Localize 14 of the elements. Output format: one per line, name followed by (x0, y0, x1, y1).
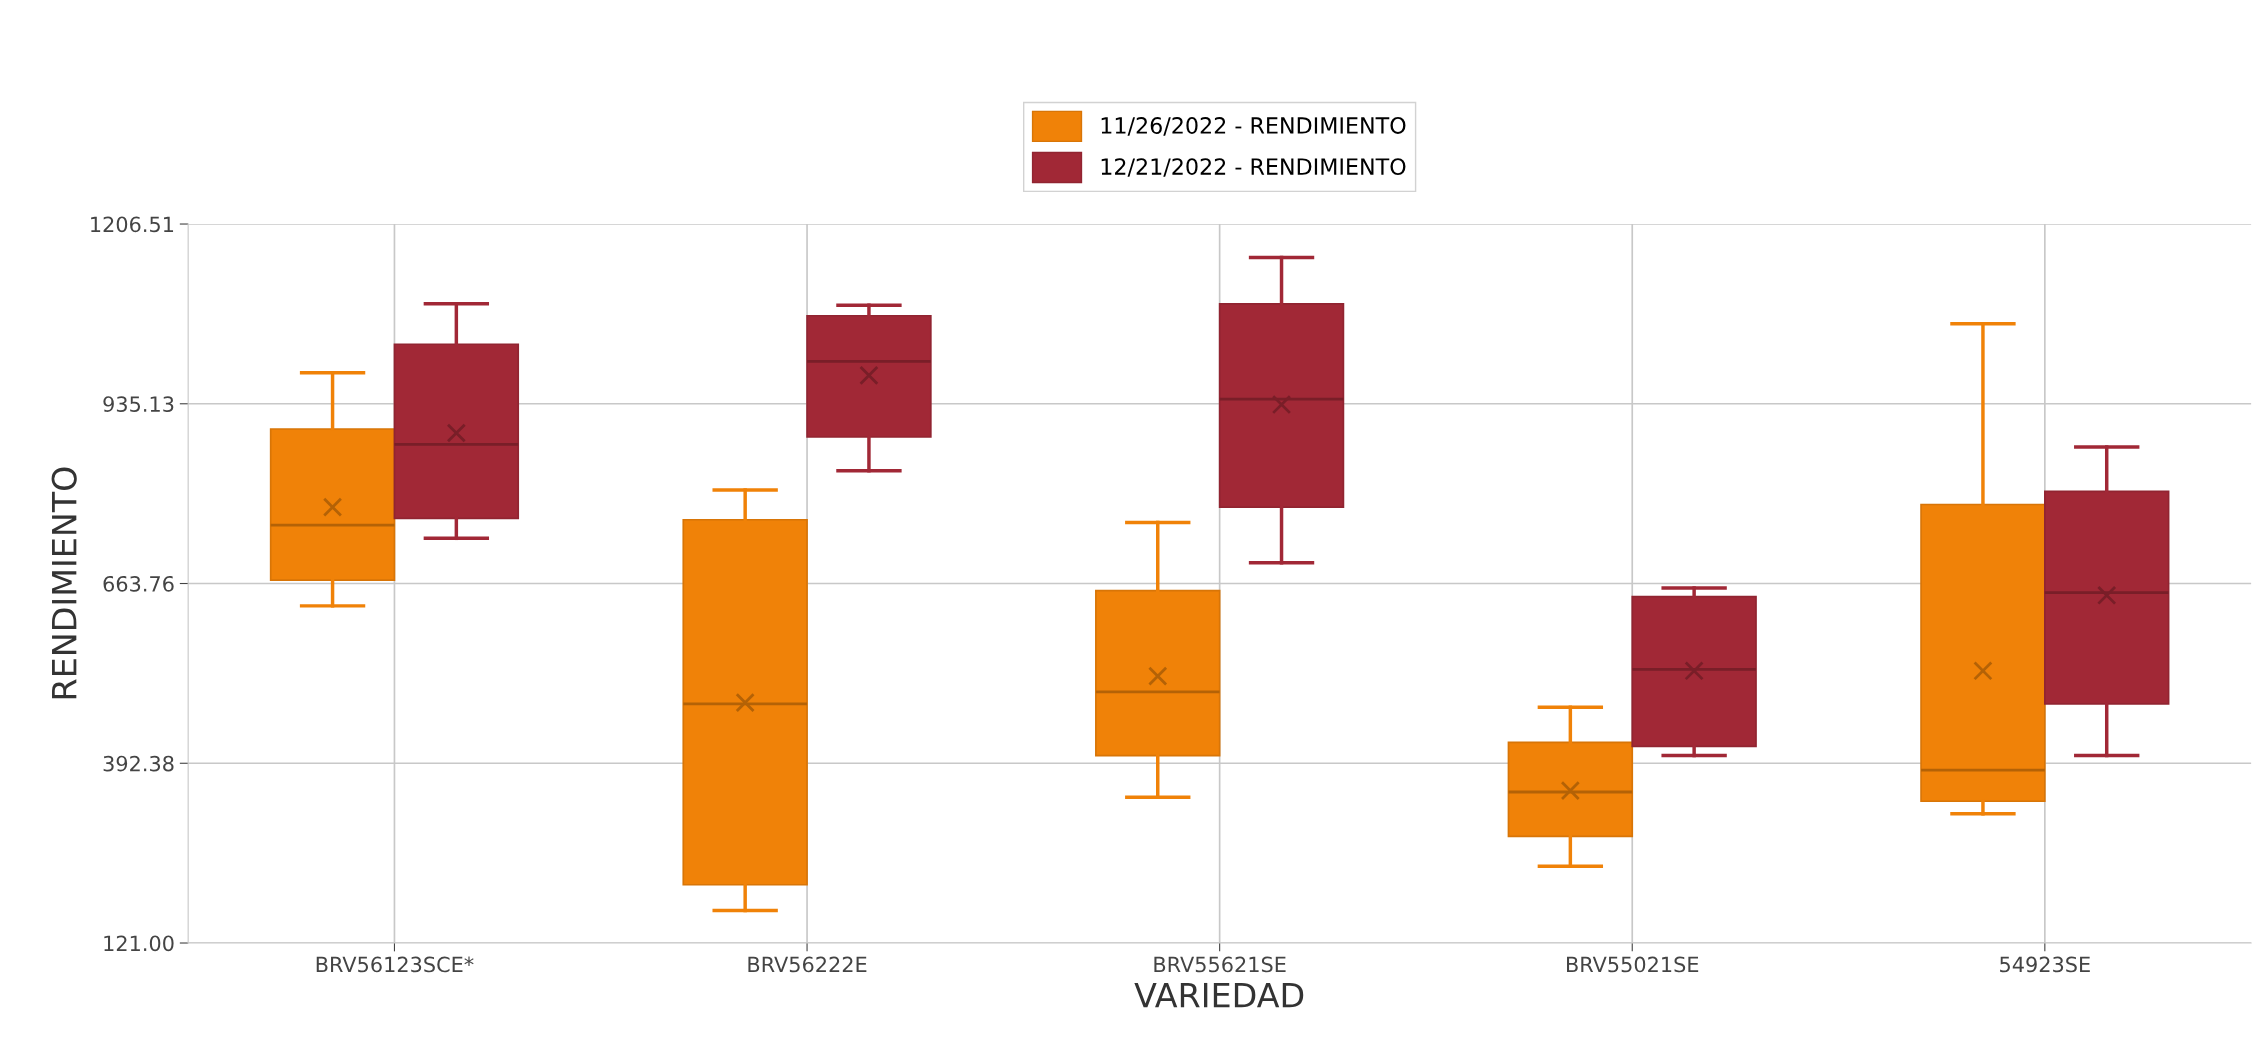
x-axis-title: VARIEDAD (1134, 982, 1304, 1008)
y-tick-label: 935.13 (103, 396, 174, 412)
x-tick-label: BRV56222E (748, 956, 867, 973)
y-tick-label: 663.76 (103, 575, 174, 592)
y-axis-title: RENDIMIENTO (51, 467, 77, 699)
x-tick-label: BRV55621SE (1154, 956, 1286, 973)
y-tick-label: 121.00 (104, 935, 174, 952)
x-tick-label: 54923SE (2000, 956, 2090, 973)
y-tick-label: 392.38 (103, 755, 174, 772)
legend-label: 11/26/2022 - RENDIMIENTO (1101, 117, 1406, 136)
x-tick-label: BRV56123SCE* (316, 956, 474, 973)
x-tick-label: BRV55021SE (1567, 956, 1699, 973)
y-tick-label: 1206.51 (91, 216, 174, 233)
legend-label: 12/21/2022 - RENDIMIENTO (1101, 158, 1406, 177)
